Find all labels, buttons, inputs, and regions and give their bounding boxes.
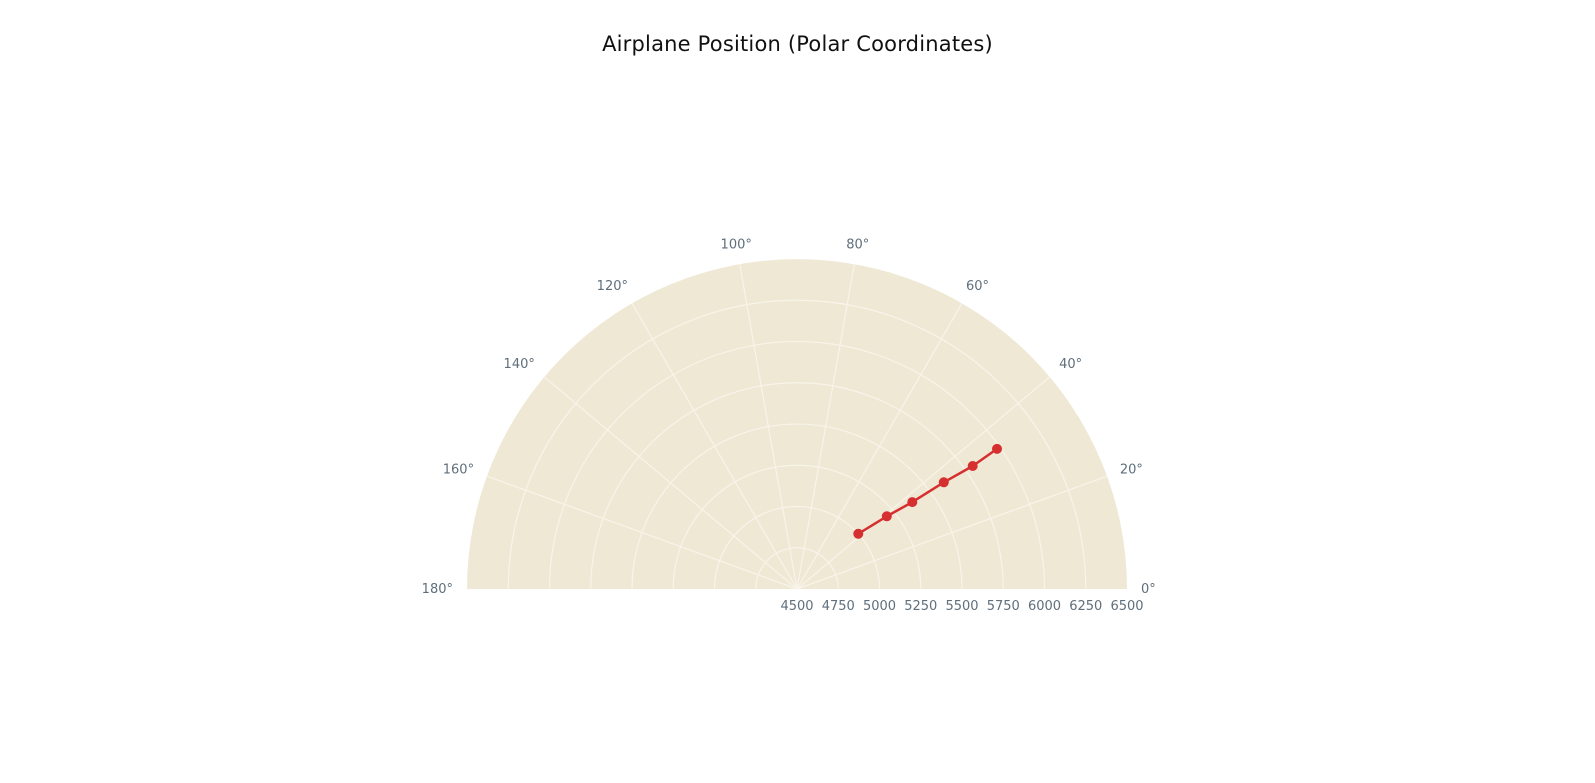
angular-tick-label-4: 80°	[846, 237, 869, 252]
angular-gridline-7	[543, 376, 798, 590]
radial-gridline-4	[631, 423, 963, 590]
radial-tick-label-3: 5250	[904, 599, 937, 614]
series-0-point-3	[938, 477, 949, 488]
radial-tick-label-8: 6500	[1110, 599, 1143, 614]
series-0-point-2	[907, 497, 918, 508]
angular-gridline-1	[796, 475, 1108, 590]
radial-gridline-2	[713, 505, 881, 590]
radial-gridlines	[507, 299, 1087, 590]
angular-tick-label-9: 180°	[422, 582, 453, 597]
radial-gridline-6	[548, 340, 1046, 590]
radial-tick-label-6: 6000	[1028, 599, 1061, 614]
angular-gridline-5	[739, 263, 798, 590]
radial-tick-label-1: 4750	[822, 599, 855, 614]
angular-gridlines	[486, 263, 1108, 590]
angular-gridline-4	[796, 263, 855, 590]
angular-gridline-8	[486, 475, 798, 590]
radial-gridline-1	[755, 547, 839, 590]
radial-tick-label-4: 5500	[945, 599, 978, 614]
series-0-point-0	[853, 528, 864, 539]
angular-tick-label-0: 0°	[1141, 582, 1156, 597]
radial-tick-label-2: 5000	[863, 599, 896, 614]
radial-tick-label-5: 5750	[987, 599, 1020, 614]
radial-tick-label-7: 6250	[1069, 599, 1102, 614]
chart-title: Airplane Position (Polar Coordinates)	[602, 32, 993, 56]
radial-gridline-7	[507, 299, 1087, 590]
angular-tick-label-8: 160°	[443, 462, 474, 477]
radial-tick-label-0: 4500	[780, 599, 813, 614]
angular-tick-label-7: 140°	[504, 357, 535, 372]
radial-gridline-3	[672, 464, 922, 590]
series-layer	[853, 443, 1002, 539]
angular-gridline-3	[796, 302, 963, 590]
angular-tick-label-6: 120°	[597, 279, 628, 294]
angular-tick-labels: 0° 20° 40° 60° 80° 100° 120° 140° 160° 180°	[422, 237, 1156, 597]
series-0-point-5	[992, 443, 1002, 454]
series-0-point-1	[881, 511, 892, 522]
series-0-point-4	[967, 461, 978, 471]
angular-gridline-6	[631, 302, 798, 590]
angular-tick-label-2: 40°	[1059, 357, 1082, 372]
angular-tick-label-3: 60°	[966, 279, 989, 294]
angular-gridline-2	[796, 376, 1051, 590]
angular-tick-label-5: 100°	[721, 237, 752, 252]
radial-gridline-5	[590, 382, 1004, 590]
radial-tick-labels: 4500 4750 5000 5250 5500 5750 6000 6250 6500	[780, 599, 1143, 614]
angular-tick-label-1: 20°	[1120, 462, 1143, 477]
